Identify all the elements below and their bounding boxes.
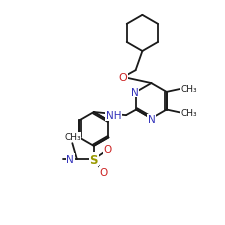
Text: O: O	[118, 73, 127, 83]
Text: O: O	[99, 167, 108, 177]
Text: NH: NH	[105, 111, 120, 121]
Text: S: S	[89, 153, 98, 166]
Text: CH₃: CH₃	[180, 109, 196, 118]
Text: N: N	[147, 115, 155, 125]
Text: N: N	[130, 88, 138, 97]
Text: N: N	[66, 154, 74, 164]
Text: O: O	[103, 145, 111, 155]
Text: CH₃: CH₃	[64, 133, 80, 142]
Text: CH₃: CH₃	[180, 85, 196, 94]
